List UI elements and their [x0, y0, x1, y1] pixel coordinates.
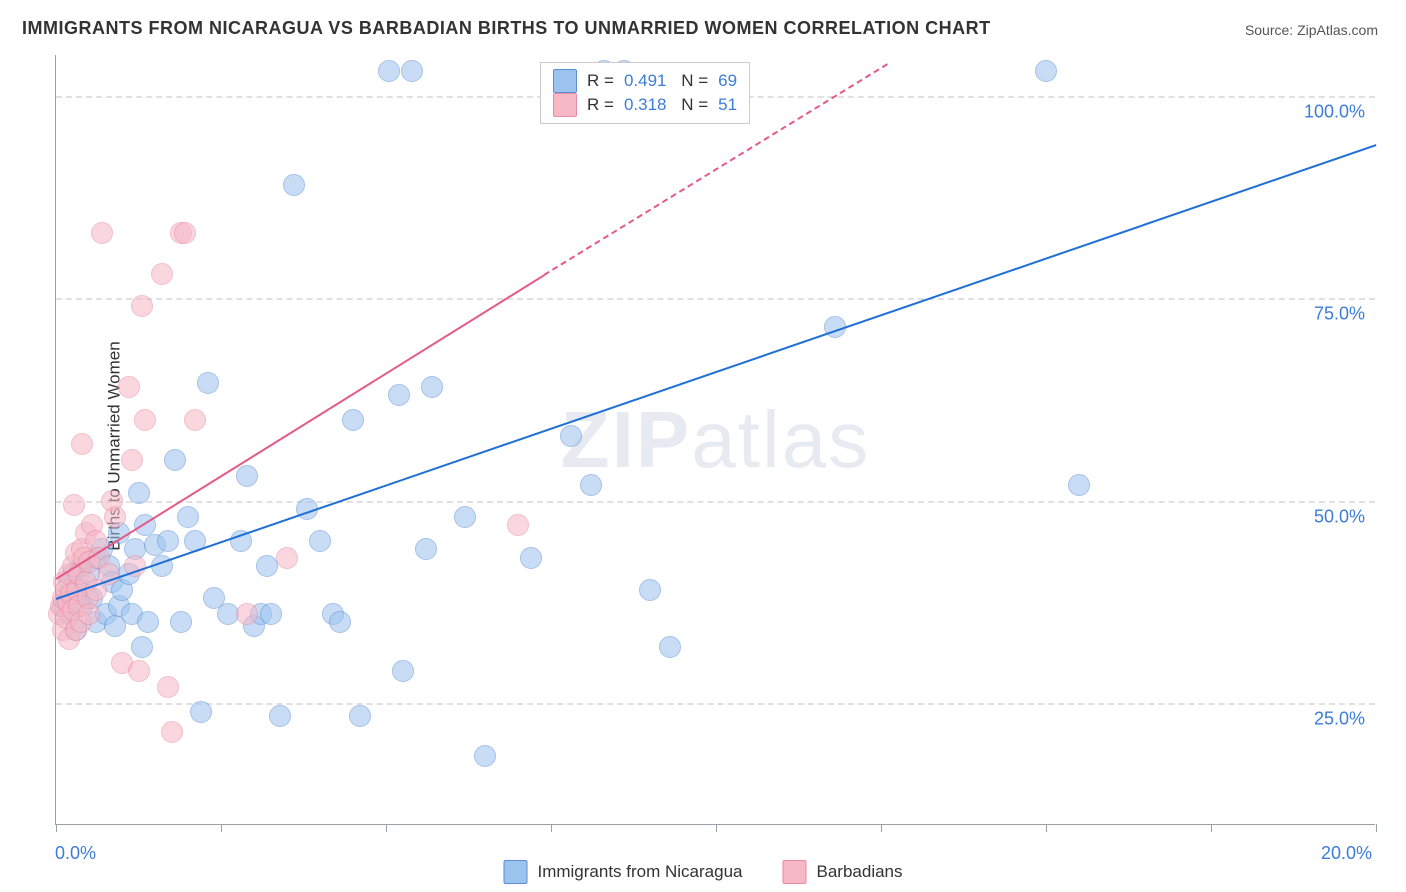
chart-container: IMMIGRANTS FROM NICARAGUA VS BARBADIAN B… [0, 0, 1406, 892]
x-tick [881, 824, 882, 832]
trendline [55, 274, 544, 580]
data-point-series-0 [164, 449, 186, 471]
data-point-series-0 [388, 384, 410, 406]
data-point-series-1 [121, 449, 143, 471]
data-point-series-0 [392, 660, 414, 682]
x-tick [551, 824, 552, 832]
data-point-series-0 [1068, 474, 1090, 496]
data-point-series-0 [421, 376, 443, 398]
legend-stats-row-0: R = 0.491 N = 69 [553, 69, 737, 93]
chart-title: IMMIGRANTS FROM NICARAGUA VS BARBADIAN B… [22, 18, 991, 39]
x-tick [1046, 824, 1047, 832]
data-point-series-0 [157, 530, 179, 552]
data-point-series-0 [269, 705, 291, 727]
x-tick-max: 20.0% [1321, 843, 1372, 864]
data-point-series-0 [128, 482, 150, 504]
source-label: Source: ZipAtlas.com [1245, 22, 1378, 38]
data-point-series-1 [184, 409, 206, 431]
data-point-series-0 [190, 701, 212, 723]
plot-area: ZIPatlas [55, 55, 1375, 825]
gridline-h [56, 501, 1375, 503]
data-point-series-1 [507, 514, 529, 536]
data-point-series-0 [217, 603, 239, 625]
data-point-series-0 [260, 603, 282, 625]
legend-swatch-1 [553, 93, 577, 117]
y-tick-label: 100.0% [1285, 101, 1365, 122]
data-point-series-1 [151, 263, 173, 285]
data-point-series-1 [63, 494, 85, 516]
x-tick [716, 824, 717, 832]
data-point-series-1 [131, 295, 153, 317]
legend-series: Immigrants from Nicaragua Barbadians [503, 860, 902, 884]
data-point-series-0 [1035, 60, 1057, 82]
data-point-series-1 [161, 721, 183, 743]
data-point-series-0 [639, 579, 661, 601]
legend-stats: R = 0.491 N = 69 R = 0.318 N = 51 [540, 62, 750, 124]
data-point-series-1 [236, 603, 258, 625]
data-point-series-1 [128, 660, 150, 682]
data-point-series-0 [283, 174, 305, 196]
data-point-series-0 [580, 474, 602, 496]
data-point-series-0 [560, 425, 582, 447]
data-point-series-1 [174, 222, 196, 244]
y-tick-label: 50.0% [1285, 506, 1365, 527]
x-tick [386, 824, 387, 832]
x-tick-min: 0.0% [55, 843, 96, 864]
gridline-h [56, 703, 1375, 705]
legend-series-swatch-0 [503, 860, 527, 884]
data-point-series-0 [415, 538, 437, 560]
legend-series-item-1: Barbadians [783, 860, 903, 884]
data-point-series-0 [309, 530, 331, 552]
data-point-series-1 [78, 603, 100, 625]
data-point-series-1 [104, 506, 126, 528]
data-point-series-1 [276, 547, 298, 569]
data-point-series-1 [157, 676, 179, 698]
legend-stats-row-1: R = 0.318 N = 51 [553, 93, 737, 117]
data-point-series-1 [118, 376, 140, 398]
legend-series-item-0: Immigrants from Nicaragua [503, 860, 742, 884]
data-point-series-1 [71, 433, 93, 455]
data-point-series-0 [474, 745, 496, 767]
data-point-series-0 [177, 506, 199, 528]
y-tick-label: 75.0% [1285, 304, 1365, 325]
x-tick [1211, 824, 1212, 832]
data-point-series-0 [349, 705, 371, 727]
data-point-series-0 [454, 506, 476, 528]
data-point-series-0 [170, 611, 192, 633]
y-tick-label: 25.0% [1285, 709, 1365, 730]
data-point-series-0 [131, 636, 153, 658]
legend-swatch-0 [553, 69, 577, 93]
x-tick [56, 824, 57, 832]
data-point-series-0 [197, 372, 219, 394]
data-point-series-1 [91, 222, 113, 244]
legend-series-swatch-1 [783, 860, 807, 884]
data-point-series-0 [342, 409, 364, 431]
data-point-series-0 [401, 60, 423, 82]
data-point-series-1 [134, 409, 156, 431]
trendline [56, 144, 1377, 600]
gridline-h [56, 298, 1375, 300]
data-point-series-0 [659, 636, 681, 658]
data-point-series-0 [236, 465, 258, 487]
data-point-series-0 [137, 611, 159, 633]
x-tick [221, 824, 222, 832]
data-point-series-0 [520, 547, 542, 569]
data-point-series-0 [256, 555, 278, 577]
x-tick [1376, 824, 1377, 832]
data-point-series-0 [378, 60, 400, 82]
data-point-series-0 [329, 611, 351, 633]
